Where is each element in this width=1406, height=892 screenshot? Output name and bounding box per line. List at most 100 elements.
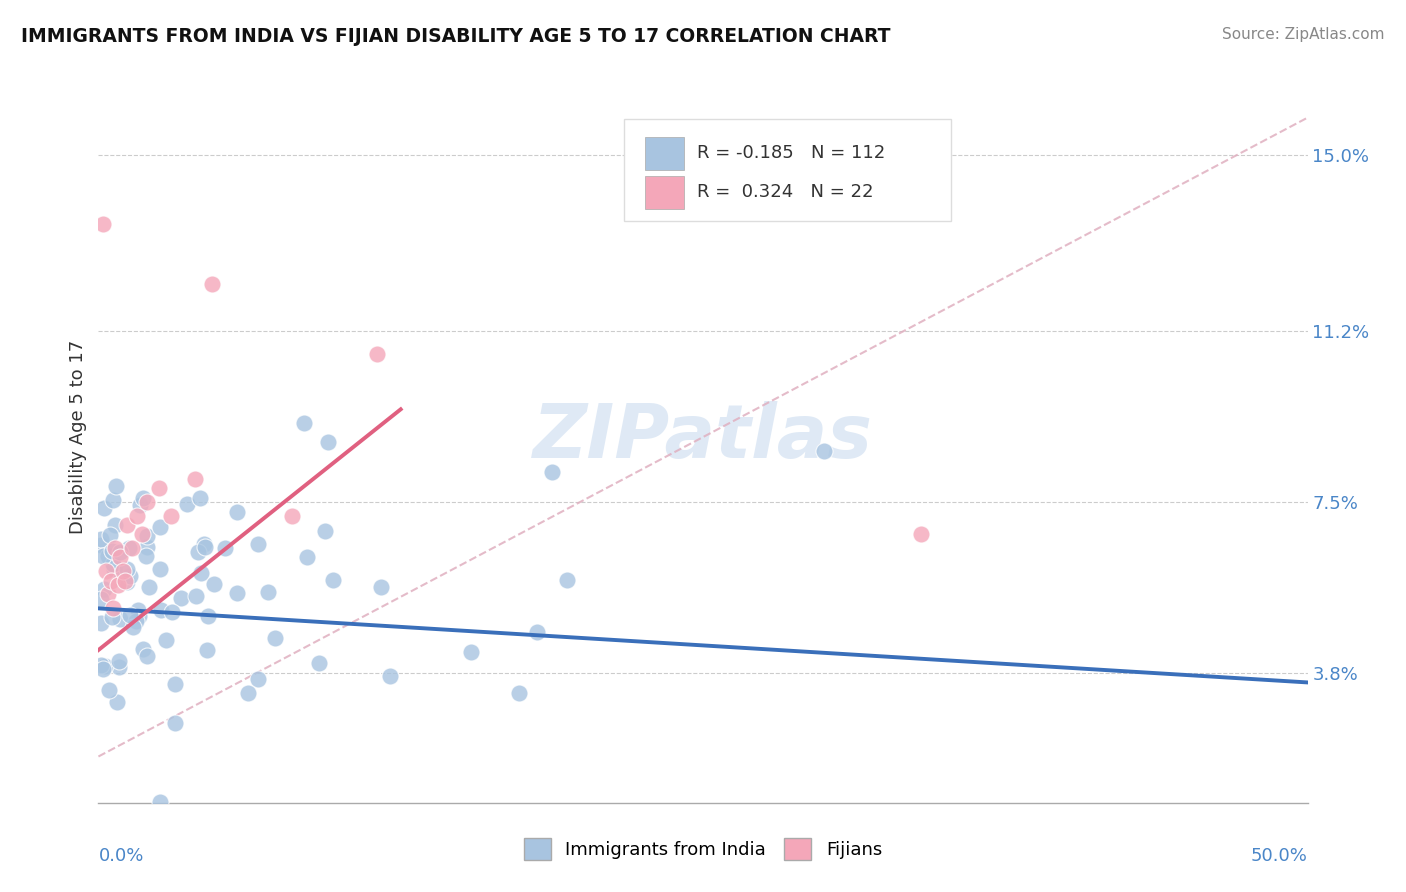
- Point: [125, 615, 148, 629]
- Point: [190, 566, 212, 580]
- Point: [308, 656, 330, 670]
- Point: [97, 587, 120, 601]
- Point: [128, 498, 150, 512]
- Point: [94, 565, 117, 579]
- Point: [100, 574, 122, 588]
- Point: [226, 586, 249, 600]
- Point: [90, 532, 112, 546]
- Point: [104, 517, 127, 532]
- Point: [121, 620, 143, 634]
- Point: [91, 549, 114, 563]
- Point: [149, 795, 172, 809]
- Point: [170, 591, 193, 605]
- Text: 50.0%: 50.0%: [1251, 847, 1308, 864]
- FancyBboxPatch shape: [645, 137, 683, 170]
- Point: [187, 545, 209, 559]
- Point: [197, 608, 219, 623]
- Point: [101, 609, 124, 624]
- Point: [155, 632, 177, 647]
- Text: ZIPatlas: ZIPatlas: [533, 401, 873, 474]
- Point: [378, 669, 401, 683]
- Point: [93, 501, 115, 516]
- Point: [104, 541, 127, 556]
- Point: [90, 592, 112, 607]
- Point: [295, 549, 318, 564]
- Point: [256, 584, 278, 599]
- Point: [225, 505, 247, 519]
- Point: [111, 565, 134, 579]
- Point: [247, 536, 270, 550]
- Point: [264, 631, 287, 645]
- Point: [93, 659, 115, 673]
- Point: [247, 672, 270, 686]
- Point: [162, 605, 184, 619]
- Point: [316, 434, 339, 449]
- Point: [120, 607, 142, 622]
- Y-axis label: Disability Age 5 to 17: Disability Age 5 to 17: [69, 340, 87, 534]
- Point: [541, 465, 564, 479]
- Point: [98, 527, 121, 541]
- Point: [127, 508, 149, 523]
- Point: [132, 491, 155, 506]
- Point: [555, 573, 578, 587]
- Point: [184, 589, 207, 603]
- Text: IMMIGRANTS FROM INDIA VS FIJIAN DISABILITY AGE 5 TO 17 CORRELATION CHART: IMMIGRANTS FROM INDIA VS FIJIAN DISABILI…: [21, 27, 890, 45]
- Text: R = -0.185   N = 112: R = -0.185 N = 112: [697, 145, 886, 162]
- Point: [160, 508, 183, 523]
- Point: [526, 624, 548, 639]
- Point: [91, 217, 114, 231]
- Point: [149, 562, 172, 576]
- Point: [97, 549, 120, 563]
- Point: [101, 557, 124, 571]
- Point: [108, 550, 131, 565]
- Point: [127, 603, 149, 617]
- Point: [108, 653, 131, 667]
- Point: [149, 520, 172, 534]
- Point: [150, 603, 173, 617]
- Point: [103, 562, 125, 576]
- Point: [105, 479, 128, 493]
- Point: [281, 508, 304, 523]
- Point: [184, 472, 207, 486]
- FancyBboxPatch shape: [624, 119, 950, 221]
- Point: [115, 562, 138, 576]
- Point: [195, 643, 218, 657]
- Text: 0.0%: 0.0%: [98, 847, 143, 864]
- Point: [118, 541, 141, 555]
- Point: [132, 642, 155, 657]
- Point: [135, 495, 157, 509]
- Legend: Immigrants from India, Fijians: Immigrants from India, Fijians: [517, 830, 889, 867]
- Point: [107, 578, 129, 592]
- Point: [128, 609, 150, 624]
- Point: [136, 541, 159, 555]
- Point: [314, 524, 336, 539]
- Point: [117, 518, 139, 533]
- Point: [108, 659, 131, 673]
- Point: [165, 716, 187, 731]
- Text: R =  0.324   N = 22: R = 0.324 N = 22: [697, 183, 873, 201]
- Point: [90, 615, 112, 630]
- Point: [910, 527, 932, 541]
- Point: [813, 444, 835, 458]
- Point: [292, 416, 315, 430]
- Point: [194, 540, 217, 554]
- Point: [202, 577, 225, 591]
- Point: [110, 545, 132, 559]
- Point: [201, 277, 224, 292]
- Point: [148, 481, 170, 495]
- Point: [136, 529, 159, 543]
- Point: [188, 491, 211, 506]
- Point: [93, 662, 115, 676]
- Point: [90, 658, 112, 673]
- Point: [236, 686, 259, 700]
- Point: [101, 544, 124, 558]
- Point: [131, 527, 153, 541]
- Point: [460, 645, 482, 659]
- Point: [93, 582, 115, 597]
- Point: [176, 497, 198, 511]
- Text: Source: ZipAtlas.com: Source: ZipAtlas.com: [1222, 27, 1385, 42]
- Point: [101, 601, 124, 615]
- Point: [114, 574, 136, 588]
- Point: [135, 649, 157, 664]
- Point: [193, 537, 215, 551]
